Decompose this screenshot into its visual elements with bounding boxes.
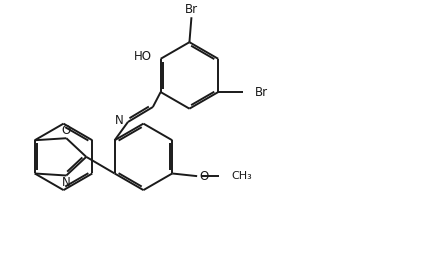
- Text: Br: Br: [184, 3, 198, 16]
- Text: N: N: [114, 114, 123, 127]
- Text: Br: Br: [254, 86, 267, 99]
- Text: O: O: [199, 170, 209, 183]
- Text: HO: HO: [133, 50, 151, 63]
- Text: CH₃: CH₃: [231, 171, 252, 181]
- Text: N: N: [62, 176, 71, 189]
- Text: O: O: [61, 124, 71, 138]
